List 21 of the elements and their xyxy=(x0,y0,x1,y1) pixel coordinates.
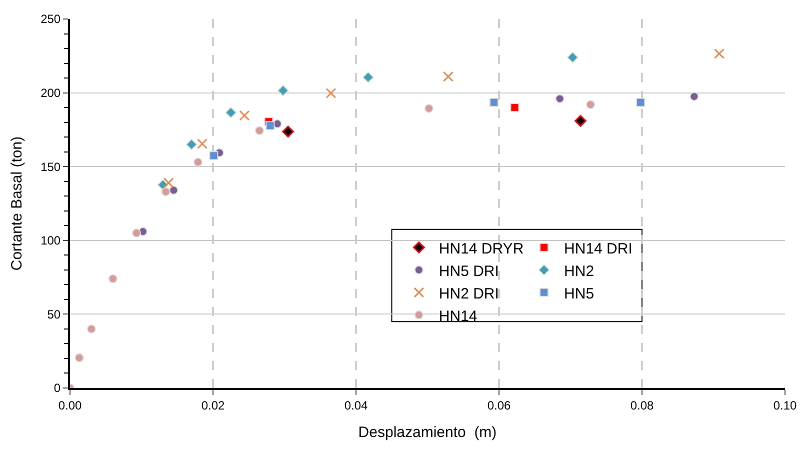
legend-label: HN2 xyxy=(564,262,594,280)
x-tick-label: 0.10 xyxy=(773,398,797,412)
legend-label: HN14 DRI xyxy=(564,240,632,258)
y-axis-title: Cortante Basal (ton) xyxy=(8,136,26,271)
y-tick-label: 250 xyxy=(40,12,61,26)
legend-label: HN2 DRI xyxy=(438,285,499,302)
legend-label: HN14 DRYR xyxy=(438,240,524,258)
x-tick-label: 0.06 xyxy=(487,398,511,412)
y-tick-label: 0 xyxy=(54,381,61,396)
y-tick-label: 50 xyxy=(47,307,61,322)
x-tick-label: 0.02 xyxy=(201,398,225,412)
x-tick-label: 0.04 xyxy=(344,398,368,412)
y-tick-label: 150 xyxy=(40,160,61,174)
x-tick-label: 0.00 xyxy=(58,398,82,412)
x-tick-label: 0.08 xyxy=(630,398,654,412)
legend-label: HN5 DRI xyxy=(438,262,499,280)
legend-label: HN14 xyxy=(438,308,478,325)
legend-label: HN5 xyxy=(564,285,594,302)
y-tick-label: 200 xyxy=(40,86,61,100)
y-tick-label: 100 xyxy=(40,234,61,248)
x-axis-title: Desplazamiento (m) xyxy=(358,424,497,441)
